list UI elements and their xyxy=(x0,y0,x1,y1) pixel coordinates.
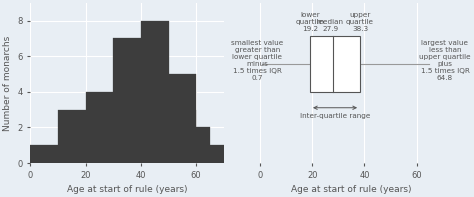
Bar xyxy=(196,127,210,163)
Bar xyxy=(58,110,86,163)
Text: upper
quartile
38.3: upper quartile 38.3 xyxy=(346,12,374,33)
Text: lower
quartile
19.2: lower quartile 19.2 xyxy=(296,12,324,33)
Text: Inter-quartile range: Inter-quartile range xyxy=(300,112,370,119)
Y-axis label: Number of monarchs: Number of monarchs xyxy=(3,35,12,131)
Bar xyxy=(30,145,58,163)
Bar xyxy=(113,38,141,163)
Bar xyxy=(141,20,169,163)
Text: largest value
less than
upper quartile
plus
1.5 times IQR
64.8: largest value less than upper quartile p… xyxy=(419,40,471,81)
Text: smallest value
greater than
lower quartile
minus
1.5 times IQR
0.7: smallest value greater than lower quarti… xyxy=(231,40,283,81)
Bar xyxy=(310,36,360,92)
Bar xyxy=(182,110,196,163)
Bar xyxy=(86,92,113,163)
Text: median
27.9: median 27.9 xyxy=(317,20,344,33)
X-axis label: Age at start of rule (years): Age at start of rule (years) xyxy=(67,185,187,194)
Bar xyxy=(169,74,196,163)
Bar xyxy=(210,145,224,163)
X-axis label: Age at start of rule (years): Age at start of rule (years) xyxy=(291,185,411,194)
